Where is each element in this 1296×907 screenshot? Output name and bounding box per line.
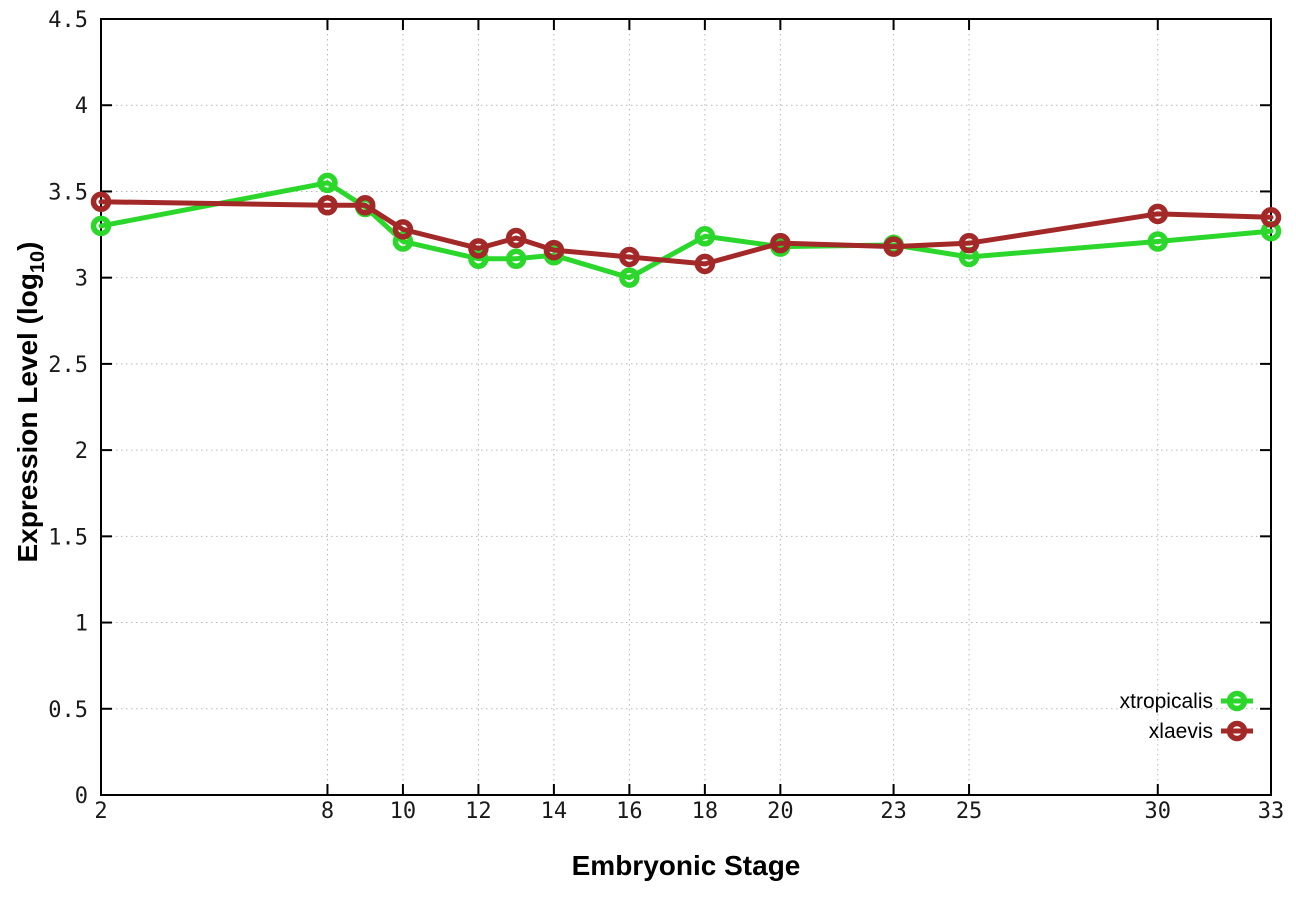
x-tick-label: 12 [465, 799, 492, 824]
series-marker-xlaevis [958, 232, 980, 254]
x-axis-title: Embryonic Stage [571, 850, 801, 881]
y-axis-title: Expression Level (log10) [12, 241, 49, 563]
x-tick-label: 8 [321, 799, 334, 824]
x-tick-label: 16 [616, 799, 643, 824]
legend-marker-xtropicalis [1226, 690, 1248, 712]
y-tick-label: 0.5 [48, 698, 88, 723]
plot-border [100, 18, 1272, 796]
series-marker-xlaevis [1260, 207, 1282, 228]
series-marker-xtropicalis [468, 248, 489, 269]
y-tick-label: 2 [75, 439, 88, 464]
y-tick-label: 4.5 [48, 8, 88, 33]
series-marker-xlaevis [354, 194, 376, 216]
series-marker-xtropicalis [694, 226, 716, 247]
x-tick-label: 14 [541, 799, 568, 824]
series-marker-xlaevis [317, 194, 338, 216]
y-tick-label: 1 [75, 612, 88, 637]
series-marker-xtropicalis [392, 231, 414, 252]
series-marker-xlaevis [468, 238, 489, 259]
y-axis-title-subscript: 10 [27, 250, 49, 274]
series-marker-xtropicalis [505, 248, 527, 269]
x-tick-label: 25 [956, 799, 983, 824]
series-marker-xtropicalis [90, 215, 112, 237]
legend-label-xtropicalis: xtropicalis [1120, 690, 1213, 713]
x-tick-label: 30 [1145, 799, 1172, 824]
series-marker-xlaevis [770, 232, 791, 254]
series-marker-xlaevis [883, 236, 904, 257]
y-tick-label: 3.5 [48, 180, 88, 205]
series-marker-xlaevis [694, 253, 716, 275]
y-tick-label: 3 [75, 267, 88, 292]
series-marker-xtropicalis [317, 172, 338, 194]
y-tick-label: 2.5 [48, 353, 88, 378]
x-tick-label: 23 [880, 799, 907, 824]
series-marker-xlaevis [543, 239, 565, 261]
y-tick-label: 0 [75, 784, 88, 809]
series-marker-xlaevis [392, 219, 414, 240]
series-marker-xlaevis [619, 246, 640, 268]
y-tick-label: 4 [75, 94, 88, 119]
y-axis-title-close: ) [12, 241, 43, 251]
series-line-xlaevis [98, 199, 1274, 267]
x-tick-label: 10 [390, 799, 417, 824]
y-tick-label: 1.5 [48, 525, 88, 550]
legend-label-xlaevis: xlaevis [1149, 720, 1213, 743]
x-tick-label: 2 [94, 799, 107, 824]
x-tick-label: 33 [1258, 799, 1285, 824]
series-marker-xlaevis [90, 191, 112, 213]
y-axis-title-main: Expression Level (log [12, 273, 43, 563]
series-marker-xlaevis [505, 227, 527, 249]
x-tick-label: 18 [692, 799, 719, 824]
series-marker-xtropicalis [619, 267, 640, 288]
x-tick-label: 20 [767, 799, 794, 824]
legend-marker-xlaevis [1226, 720, 1248, 742]
series-marker-xlaevis [1147, 203, 1169, 225]
series-marker-xtropicalis [1147, 231, 1169, 252]
